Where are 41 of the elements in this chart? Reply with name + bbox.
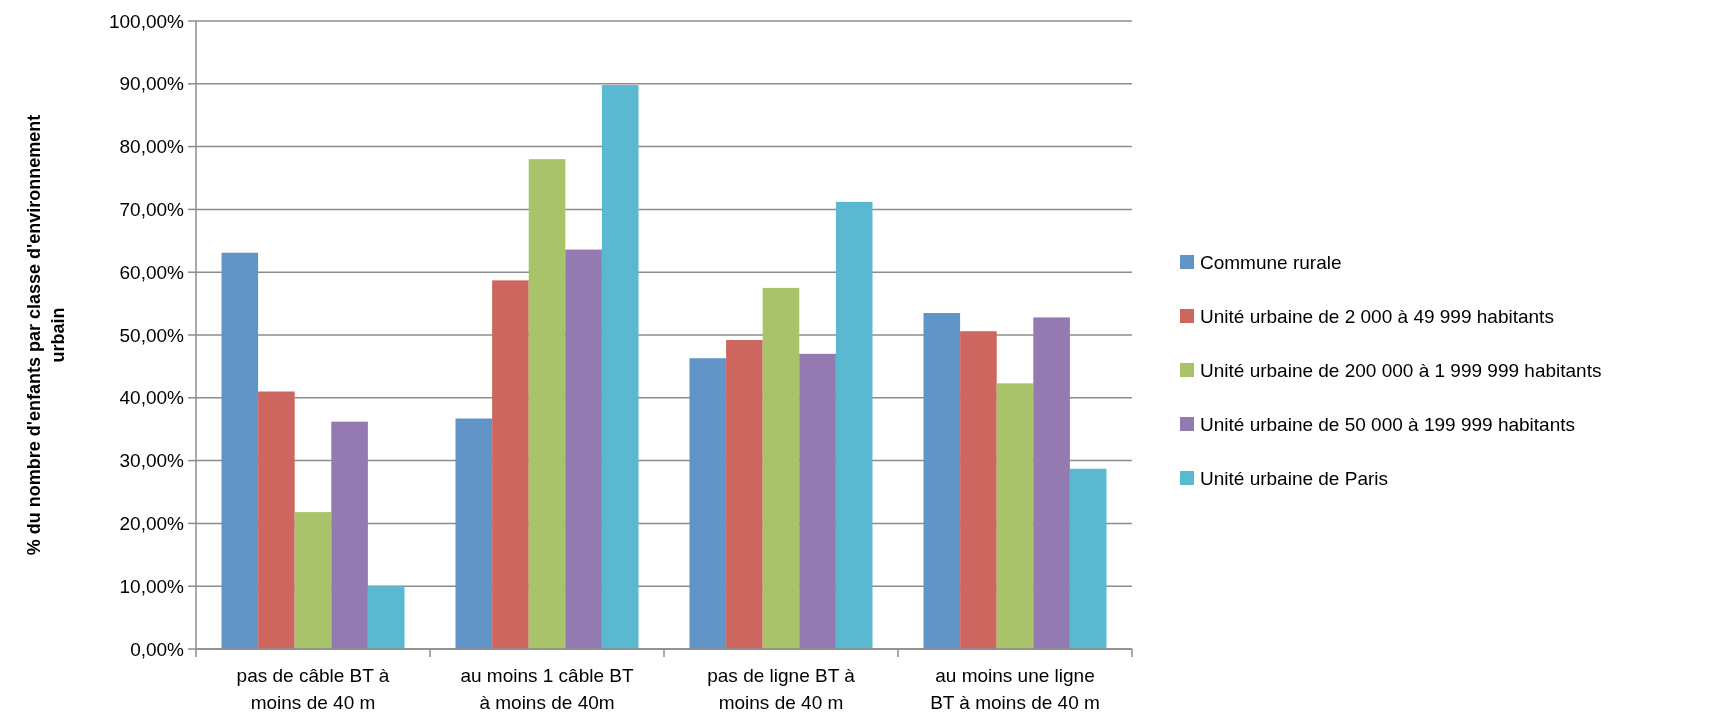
bar — [492, 280, 529, 649]
bar — [726, 340, 763, 649]
legend-label: Unité urbaine de 50 000 à 199 999 habitants — [1200, 413, 1576, 435]
bar — [960, 331, 997, 649]
y-tick-label: 50,00% — [119, 324, 185, 346]
legend-label: Unité urbaine de Paris — [1200, 467, 1388, 489]
y-axis-title: % du nombre d'enfants par classe d'environnement urbain — [24, 114, 68, 556]
x-tick-label: au moins 1 câble BT à moins de 40m — [460, 665, 634, 713]
bar — [258, 391, 295, 649]
bar — [221, 252, 259, 649]
bar — [331, 421, 368, 649]
y-tick-label: 40,00% — [119, 387, 185, 409]
legend-label: Unité urbaine de 200 000 à 1 999 999 habitants — [1200, 359, 1602, 381]
x-tick-label: pas de câble BT à moins de 40 m — [236, 665, 390, 713]
y-tick-label: 80,00% — [119, 136, 185, 158]
bar — [762, 287, 800, 649]
y-tick-label: 100,00% — [108, 10, 185, 32]
x-tick-label: pas de ligne BT à moins de 40 m — [707, 665, 856, 713]
bar — [799, 353, 836, 649]
bar — [601, 85, 639, 649]
bar — [1033, 317, 1070, 649]
y-tick-label: 10,00% — [119, 575, 185, 597]
bar — [1069, 468, 1107, 649]
bar — [923, 313, 961, 649]
x-tick-label: au moins une ligne BT à moins de 40 m — [930, 665, 1100, 713]
bar — [455, 418, 493, 649]
bar — [294, 512, 332, 649]
y-tick-label: 0,00% — [130, 638, 185, 660]
y-tick-label: 60,00% — [119, 261, 185, 283]
bar — [528, 159, 566, 649]
bar — [835, 201, 873, 649]
y-tick-label: 20,00% — [119, 513, 185, 535]
bar — [367, 586, 405, 649]
legend-label: Commune rurale — [1200, 251, 1342, 273]
bar — [996, 383, 1034, 649]
y-tick-label: 70,00% — [119, 199, 185, 221]
y-tick-label: 30,00% — [119, 450, 185, 472]
bar — [689, 358, 727, 649]
legend-label: Unité urbaine de 2 000 à 49 999 habitants — [1200, 305, 1554, 327]
y-tick-label: 90,00% — [119, 73, 185, 95]
bar — [565, 249, 602, 649]
